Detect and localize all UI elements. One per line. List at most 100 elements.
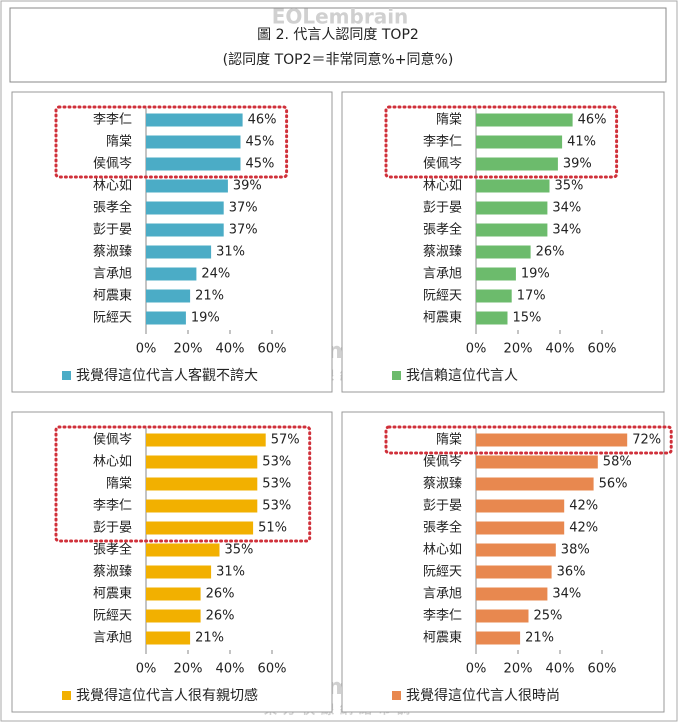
bar (476, 113, 573, 127)
subtitle: (認同度 TOP2＝非常同意%+同意%) (223, 51, 454, 68)
value-label: 42% (569, 521, 598, 536)
category-label: 林心如 (93, 454, 132, 470)
value-label: 46% (578, 113, 607, 128)
value-label: 21% (195, 631, 224, 646)
value-label: 31% (216, 245, 245, 260)
x-tick-label: 0% (136, 342, 157, 357)
x-tick-label: 20% (504, 342, 533, 357)
value-label: 21% (525, 631, 554, 646)
category-label: 蔡淑臻 (93, 565, 132, 580)
value-label: 42% (569, 499, 598, 514)
bar (146, 223, 224, 237)
legend-swatch (392, 371, 401, 380)
value-label: 17% (517, 289, 546, 304)
bar (476, 201, 548, 215)
bar (476, 631, 521, 645)
category-label: 柯震東 (423, 310, 462, 326)
x-tick-label: 0% (136, 662, 157, 677)
category-label: 言承旭 (93, 631, 132, 646)
bar (146, 631, 191, 645)
x-tick-label: 40% (216, 342, 245, 357)
x-tick-label: 20% (504, 662, 533, 677)
x-tick-label: 60% (588, 342, 617, 357)
bar (476, 289, 512, 303)
bar (476, 135, 563, 149)
value-label: 34% (552, 587, 581, 602)
value-label: 37% (229, 201, 258, 216)
bar (146, 311, 186, 325)
category-label: 侯佩岑 (423, 157, 462, 172)
x-tick-label: 60% (588, 662, 617, 677)
value-label: 53% (262, 455, 291, 470)
category-label: 言承旭 (423, 587, 462, 602)
value-label: 57% (271, 433, 300, 448)
category-label: 張孝全 (93, 200, 132, 216)
value-label: 34% (552, 201, 581, 216)
value-label: 25% (534, 609, 563, 624)
bar (146, 543, 220, 557)
category-label: 蔡淑臻 (93, 245, 132, 260)
value-label: 45% (246, 157, 275, 172)
category-label: 侯佩岑 (93, 157, 132, 172)
category-label: 林心如 (423, 542, 462, 558)
value-label: 35% (555, 179, 584, 194)
category-label: 李李仁 (423, 609, 462, 624)
value-label: 45% (246, 135, 275, 150)
x-tick-label: 60% (258, 342, 287, 357)
bar (476, 311, 508, 325)
category-label: 彭于晏 (423, 499, 462, 514)
bar (146, 245, 212, 259)
x-tick-label: 60% (258, 662, 287, 677)
title: 圖 2. 代言人認同度 TOP2 (257, 27, 419, 43)
bar (146, 565, 212, 579)
category-label: 言承旭 (93, 267, 132, 282)
value-label: 15% (513, 311, 542, 326)
bar (476, 587, 548, 601)
category-label: 彭于晏 (423, 201, 462, 216)
value-label: 26% (206, 587, 235, 602)
x-tick-label: 0% (466, 342, 487, 357)
bar (146, 477, 258, 491)
legend-label: 我覺得這位代言人很時尚 (406, 687, 560, 704)
category-label: 李李仁 (93, 113, 132, 128)
value-label: 58% (603, 455, 632, 470)
value-label: 53% (262, 499, 291, 514)
bar (476, 609, 529, 623)
category-label: 言承旭 (423, 267, 462, 282)
value-label: 56% (599, 477, 628, 492)
legend-label: 我信賴這位代言人 (406, 368, 518, 384)
highlight-box (384, 105, 619, 179)
highlight-box (384, 425, 673, 455)
category-label: 隋棠 (436, 433, 462, 448)
bar (146, 521, 254, 535)
category-label: 張孝全 (423, 520, 462, 536)
category-label: 隋棠 (106, 135, 132, 150)
bar (146, 201, 224, 215)
category-label: 張孝全 (423, 222, 462, 238)
bar (476, 223, 548, 237)
bar (146, 499, 258, 513)
category-label: 阮經天 (93, 609, 132, 624)
category-label: 蔡淑臻 (423, 245, 462, 260)
category-label: 阮經天 (423, 289, 462, 304)
highlight-box (54, 105, 289, 179)
bar (476, 565, 552, 579)
bar (476, 433, 628, 447)
bar (146, 267, 197, 281)
value-label: 31% (216, 565, 245, 580)
value-label: 34% (552, 223, 581, 238)
bar (146, 289, 191, 303)
value-label: 72% (632, 433, 661, 448)
value-label: 19% (191, 311, 220, 326)
bar (476, 477, 594, 491)
value-label: 39% (563, 157, 592, 172)
value-label: 19% (521, 267, 550, 282)
value-label: 39% (233, 179, 262, 194)
x-tick-label: 40% (216, 662, 245, 677)
value-label: 37% (229, 223, 258, 238)
x-tick-label: 20% (174, 342, 203, 357)
bar (146, 113, 243, 127)
bar (146, 587, 201, 601)
legend-label: 我覺得這位代言人客觀不誇大 (76, 367, 258, 384)
